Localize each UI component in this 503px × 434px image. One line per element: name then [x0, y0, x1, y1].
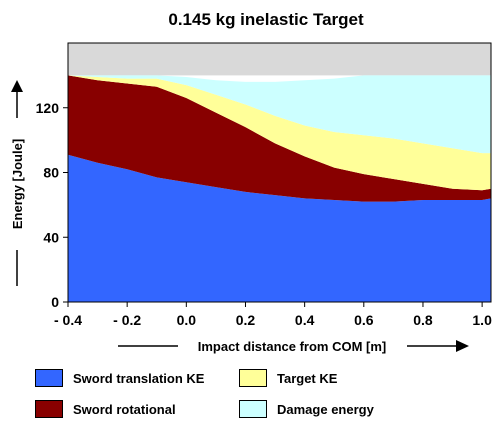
y-tick-label: 80	[43, 165, 59, 181]
area-series-1	[68, 154, 491, 302]
area-series-3	[68, 75, 491, 191]
x-tick-label: 0.4	[295, 312, 315, 328]
legend-target-ke: Target KE	[239, 369, 337, 387]
x-axis-label: Impact distance from COM [m]	[198, 339, 387, 354]
x-tick-label: 0.8	[413, 312, 433, 328]
x-tick-label: 0.6	[354, 312, 374, 328]
plot-area	[68, 43, 491, 302]
legend-swatch	[239, 369, 267, 387]
y-tick-label: 120	[36, 100, 60, 116]
x-tick-label: - 0.4	[54, 312, 82, 328]
x-tick-label: - 0.2	[113, 312, 141, 328]
x-axis-arrow	[118, 340, 469, 352]
legend-damage-energy: Damage energy	[239, 400, 374, 418]
legend-sword-translation: Sword translation KE	[35, 369, 204, 387]
legend-swatch	[35, 400, 63, 418]
x-tick-labels: - 0.4 - 0.2 0.0 0.2 0.4 0.6 0.8 1.0	[54, 312, 492, 328]
legend-label: Target KE	[277, 370, 338, 386]
upper-band	[68, 43, 491, 76]
y-tick-labels: 0 40 80 120	[36, 100, 60, 310]
x-tick-label: 0.2	[236, 312, 256, 328]
area-series-2	[68, 75, 491, 202]
area-series-4	[68, 75, 491, 154]
legend-swatch	[239, 400, 267, 418]
y-axis-arrow	[11, 80, 23, 286]
legend-sword-rotational: Sword rotational	[35, 400, 176, 418]
x-tick-label: 0.0	[177, 312, 197, 328]
legend-label: Sword translation KE	[73, 370, 205, 386]
y-axis-label: Energy [Joule]	[10, 139, 25, 229]
y-tick-label: 40	[43, 229, 59, 245]
chart-title: 0.145 kg inelastic Target	[168, 10, 364, 29]
legend-swatch	[35, 369, 63, 387]
legend-label: Damage energy	[277, 401, 374, 417]
x-tick-label: 1.0	[472, 312, 492, 328]
axes	[63, 42, 492, 307]
legend-label: Sword rotational	[73, 401, 176, 417]
y-tick-label: 0	[51, 294, 59, 310]
